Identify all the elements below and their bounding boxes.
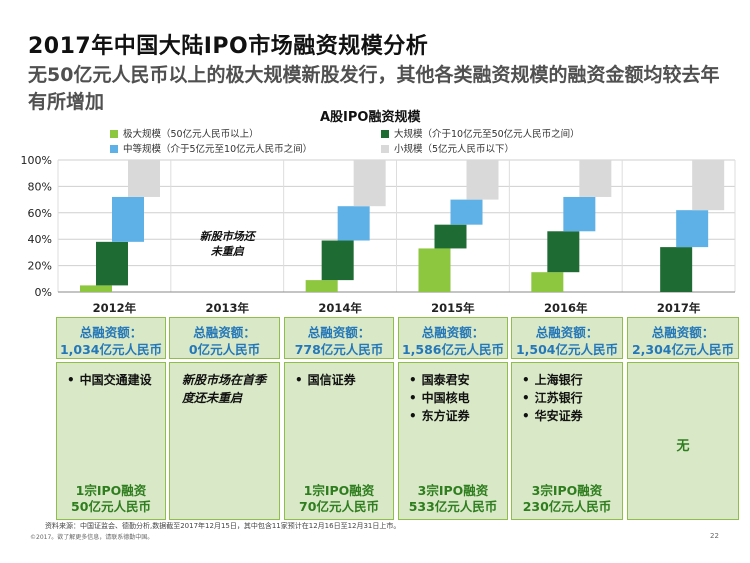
bar-segment [579, 160, 612, 197]
deal-item: 国信证券 [295, 371, 356, 389]
page-number: 22 [710, 532, 719, 540]
bar-segment [676, 210, 709, 248]
panel-footer: 3宗IPO融资 230亿元人民币 [522, 483, 612, 514]
page-title: 2017年中国大陆IPO市场融资规模分析 [28, 34, 429, 59]
panel-footer: 3宗IPO融资 533亿元人民币 [408, 483, 498, 514]
panel-2016-total: 总融资额： 1,504亿元人民币 [511, 317, 623, 359]
legend-item-extra-large: 极大规模（50亿元人民币以上） [110, 126, 259, 140]
deal-item: 中国核电 [409, 389, 470, 407]
total-label: 总融资额： [79, 325, 143, 340]
deal-list: 中国交通建设 [67, 371, 152, 389]
bar-segment [692, 160, 725, 211]
panel-footer: 1宗IPO融资 50亿元人民币 [71, 483, 151, 514]
copyright: ©2017。欲了解更多信息，请联系德勤中国。 [30, 534, 154, 541]
x-tick-label: 2016年 [544, 301, 588, 315]
deal-item: 上海银行 [522, 371, 583, 389]
deal-list: 国信证券 [295, 371, 356, 389]
x-tick-label: 2013年 [205, 301, 249, 315]
total-value: 0亿元人民币 [188, 342, 261, 357]
bar-segment [434, 224, 467, 249]
chart-annotation-line: 新股市场还 [200, 230, 257, 243]
total-label: 总融资额： [421, 325, 485, 340]
y-tick-label: 100% [21, 154, 52, 167]
deal-item: 中国交通建设 [67, 371, 152, 389]
panel-2016-detail: 上海银行 江苏银行 华安证券 3宗IPO融资 230亿元人民币 [511, 362, 623, 520]
none-label: 无 [676, 439, 690, 454]
bar-segment [531, 272, 564, 292]
page-subtitle: 无50亿元人民币以上的极大规模新股发行，其他各类融资规模的融资金额均较去年有所增… [28, 64, 720, 113]
bar-segment [563, 196, 596, 232]
y-tick-label: 0% [35, 286, 52, 299]
deal-item: 华安证券 [522, 407, 583, 425]
x-tick-label: 2015年 [431, 301, 475, 315]
total-label: 总融资额： [651, 325, 715, 340]
deal-list: 上海银行 江苏银行 华安证券 [522, 371, 583, 425]
chart-title: A股IPO融资规模 [320, 110, 421, 125]
legend-item-large: 大规模（介于10亿元至50亿元人民币之间） [381, 126, 580, 140]
bar-segment [450, 199, 483, 225]
y-tick-label: 80% [28, 180, 52, 193]
y-tick-label: 40% [28, 233, 52, 246]
total-value: 1,034亿元人民币 [59, 342, 163, 357]
deal-item: 江苏银行 [522, 389, 583, 407]
legend-item-medium: 中等规模（介于5亿元至10亿元人民币之间） [110, 141, 312, 155]
total-label: 总融资额： [535, 325, 599, 340]
total-value: 1,586亿元人民币 [401, 342, 505, 357]
panel-2017-detail: 无 [627, 362, 739, 520]
deal-list: 国泰君安 中国核电 东方证券 [409, 371, 470, 425]
panel-2014-detail: 国信证券 1宗IPO融资 70亿元人民币 [284, 362, 394, 520]
panel-2013-detail: 新股市场在首季度还未重启 [169, 362, 280, 520]
panel-2015-detail: 国泰君安 中国核电 东方证券 3宗IPO融资 533亿元人民币 [398, 362, 508, 520]
x-tick-label: 2017年 [657, 301, 701, 315]
total-value: 2,304亿元人民币 [631, 342, 735, 357]
bar-segment [418, 248, 451, 292]
panel-note: 新股市场在首季度还未重启 [182, 373, 267, 405]
bar-segment [96, 241, 128, 286]
ipo-scale-chart: 0% 20% 40% 60% 80% 100% 2012年 2013年 2014年 2015年 20… [21, 154, 736, 315]
legend-swatch [110, 145, 118, 153]
total-label: 总融资额： [307, 325, 371, 340]
total-value: 778亿元人民币 [294, 342, 384, 357]
total-value: 1,504亿元人民币 [515, 342, 619, 357]
bar-segment [112, 196, 144, 242]
bar-segment [305, 280, 338, 292]
legend-swatch [381, 145, 389, 153]
bar-segment [466, 160, 499, 200]
legend-item-small: 小规模（5亿元人民币以下） [381, 141, 514, 155]
deal-item: 东方证券 [409, 407, 470, 425]
panel-2015-total: 总融资额： 1,586亿元人民币 [398, 317, 508, 359]
bar-segment [80, 285, 112, 292]
y-tick-label: 60% [28, 207, 52, 220]
deal-item: 国泰君安 [409, 371, 470, 389]
legend-swatch [381, 130, 389, 138]
bar-segment [337, 206, 370, 241]
chart-annotation-line: 未重启 [211, 245, 245, 258]
bar-segment [321, 240, 354, 281]
panel-2013-total: 总融资额： 0亿元人民币 [169, 317, 280, 359]
bar-segment [660, 247, 693, 292]
source-note: 资料来源：中国证监会、德勤分析,数据截至2017年12月15日，其中包含11家预… [45, 522, 401, 530]
x-tick-label: 2014年 [318, 301, 362, 315]
total-label: 总融资额： [193, 325, 256, 340]
y-tick-label: 20% [28, 260, 52, 273]
panel-2012-total: 总融资额： 1,034亿元人民币 [56, 317, 166, 359]
bar-segment [547, 231, 580, 273]
panel-footer: 1宗IPO融资 70亿元人民币 [299, 483, 379, 514]
bar-segment [128, 160, 160, 197]
legend-swatch [110, 130, 118, 138]
x-tick-label: 2012年 [93, 301, 137, 315]
bar-segment [353, 160, 386, 207]
panel-2012-detail: 中国交通建设 1宗IPO融资 50亿元人民币 [56, 362, 166, 520]
panel-2017-total: 总融资额： 2,304亿元人民币 [627, 317, 739, 359]
panel-2014-total: 总融资额： 778亿元人民币 [284, 317, 394, 359]
